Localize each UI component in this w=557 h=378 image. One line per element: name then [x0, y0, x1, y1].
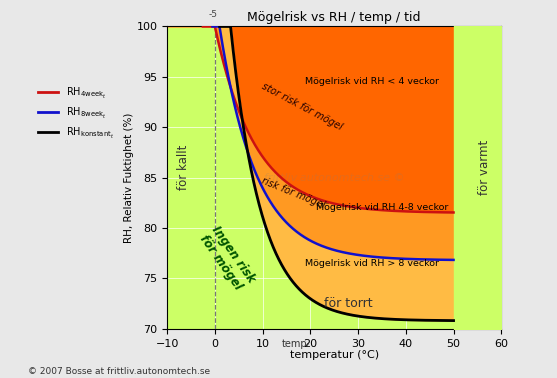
Text: för kallt: för kallt — [177, 145, 190, 190]
Text: © 2007 Bosse at frittliv.autonomtech.se: © 2007 Bosse at frittliv.autonomtech.se — [28, 367, 210, 376]
Text: frittliv.autonomtech.se ©: frittliv.autonomtech.se © — [264, 173, 404, 183]
Text: risk för mögel: risk för mögel — [260, 175, 326, 210]
Text: -5: -5 — [209, 11, 218, 19]
Text: Mögelrisk vid RH > 8 veckor: Mögelrisk vid RH > 8 veckor — [305, 259, 439, 268]
X-axis label: temperatur (°C): temperatur (°C) — [290, 350, 379, 360]
Text: Mögelrisk vid RH < 4 veckor: Mögelrisk vid RH < 4 veckor — [305, 77, 439, 87]
Text: tempₜ: tempₜ — [282, 339, 310, 349]
Y-axis label: RH, Relativ Fuktighet (%): RH, Relativ Fuktighet (%) — [124, 113, 134, 243]
Text: för torrt: för torrt — [324, 297, 373, 310]
Text: för varmt: för varmt — [478, 140, 491, 195]
Legend: RH$_{\mathsf{4week}_t}$, RH$_{\mathsf{8week}_t}$, RH$_{\mathsf{konstant}_t}$: RH$_{\mathsf{4week}_t}$, RH$_{\mathsf{8w… — [38, 86, 114, 141]
Text: stor risk för mögel: stor risk för mögel — [260, 82, 344, 133]
Text: Mögelrisk vid RH 4-8 veckor: Mögelrisk vid RH 4-8 veckor — [316, 203, 448, 212]
Title: Mögelrisk vs RH / temp / tid: Mögelrisk vs RH / temp / tid — [247, 11, 421, 24]
Text: Ingen risk
för mögel: Ingen risk för mögel — [196, 223, 257, 293]
